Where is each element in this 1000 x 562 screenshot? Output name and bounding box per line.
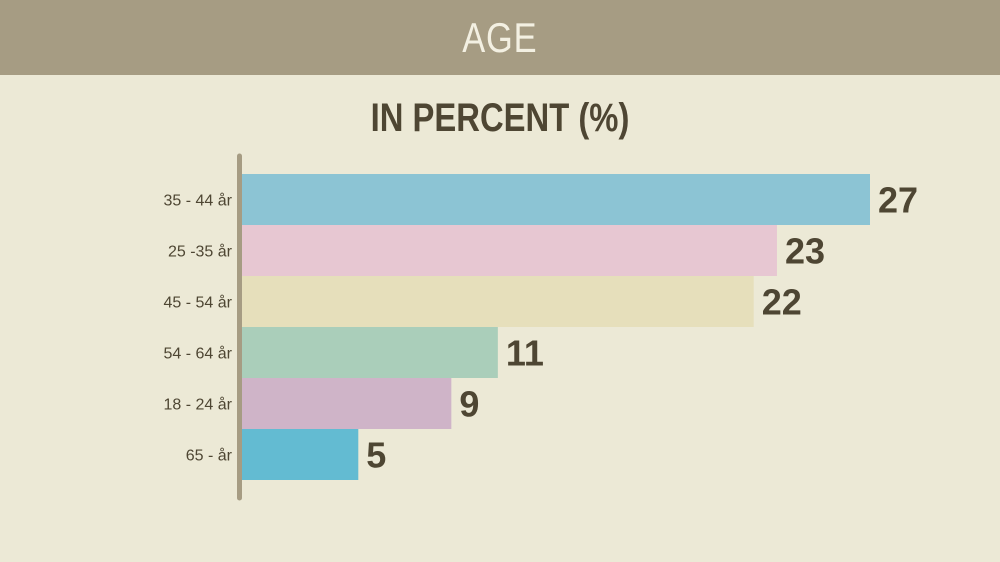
value-label-2: 22 (762, 282, 802, 323)
category-label-5: 65 - år (186, 447, 233, 465)
category-label-3: 54 - 64 år (164, 345, 233, 363)
value-label-3: 11 (506, 333, 544, 374)
value-label-5: 5 (366, 435, 386, 476)
category-label-4: 18 - 24 år (164, 396, 233, 414)
bar-5 (242, 429, 359, 480)
bars-layer: 35 - 44 år 27 25 -35 år 23 45 - 54 år 22 54 - … (164, 174, 918, 480)
header-bar: AGE (0, 0, 1000, 75)
value-label-0: 27 (878, 180, 918, 221)
value-label-1: 23 (785, 231, 825, 272)
bar-3 (242, 327, 498, 378)
page-title: AGE (462, 13, 538, 61)
category-label-1: 25 -35 år (168, 243, 233, 261)
bar-0 (242, 174, 870, 225)
chart-title: IN PERCENT (%) (370, 96, 630, 140)
category-label-0: 35 - 44 år (164, 192, 233, 210)
value-label-4: 9 (459, 384, 479, 425)
bar-1 (242, 225, 777, 276)
category-label-2: 45 - 54 år (164, 294, 233, 312)
bar-4 (242, 378, 452, 429)
bar-2 (242, 276, 754, 327)
